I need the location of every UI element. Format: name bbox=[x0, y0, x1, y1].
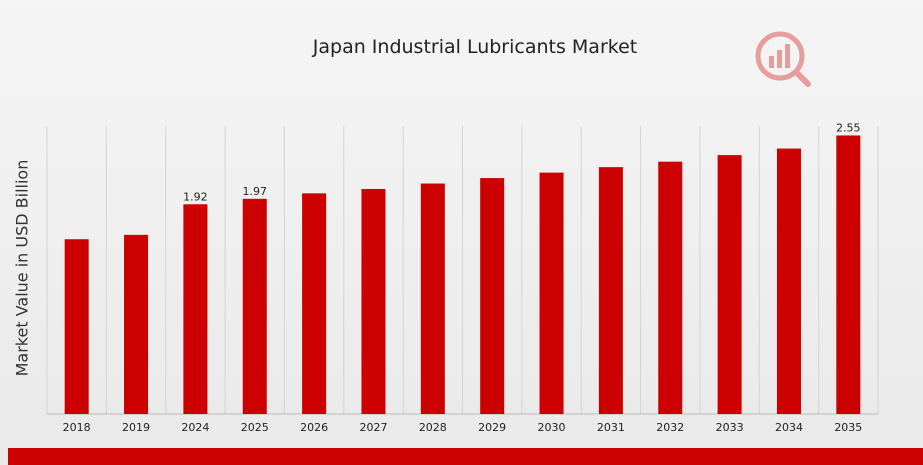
x-tick-label: 2034 bbox=[775, 421, 803, 434]
bar bbox=[64, 239, 89, 414]
footer-accent-bar bbox=[8, 448, 923, 465]
chart-title: Japan Industrial Lubricants Market bbox=[312, 36, 638, 58]
bar bbox=[124, 234, 149, 414]
bar bbox=[598, 167, 623, 414]
bar bbox=[361, 188, 386, 414]
x-tick-label: 2019 bbox=[122, 421, 150, 434]
bar bbox=[480, 178, 505, 414]
x-tick-label: 2035 bbox=[834, 421, 862, 434]
x-tick-label: 2029 bbox=[478, 421, 506, 434]
bar bbox=[302, 193, 327, 414]
x-tick-label: 2028 bbox=[419, 421, 447, 434]
x-tick-label: 2032 bbox=[656, 421, 684, 434]
analytics-logo-icon bbox=[755, 31, 811, 87]
x-tick-label: 2026 bbox=[300, 421, 328, 434]
data-label: 1.92 bbox=[183, 190, 208, 203]
bar bbox=[539, 172, 564, 414]
bar bbox=[242, 198, 267, 414]
bar bbox=[658, 161, 683, 414]
bar bbox=[836, 135, 861, 414]
bar bbox=[420, 183, 445, 414]
data-label: 2.55 bbox=[836, 121, 861, 134]
x-tick-label: 2031 bbox=[597, 421, 625, 434]
x-tick-label: 2030 bbox=[538, 421, 566, 434]
data-label: 1.97 bbox=[243, 185, 268, 198]
bar bbox=[717, 155, 742, 414]
x-tick-label: 2018 bbox=[63, 421, 91, 434]
bar bbox=[183, 204, 208, 414]
x-tick-label: 2025 bbox=[241, 421, 269, 434]
x-tick-label: 2024 bbox=[181, 421, 209, 434]
x-tick-label: 2027 bbox=[359, 421, 387, 434]
x-tick-label: 2033 bbox=[716, 421, 744, 434]
bar bbox=[776, 148, 801, 415]
